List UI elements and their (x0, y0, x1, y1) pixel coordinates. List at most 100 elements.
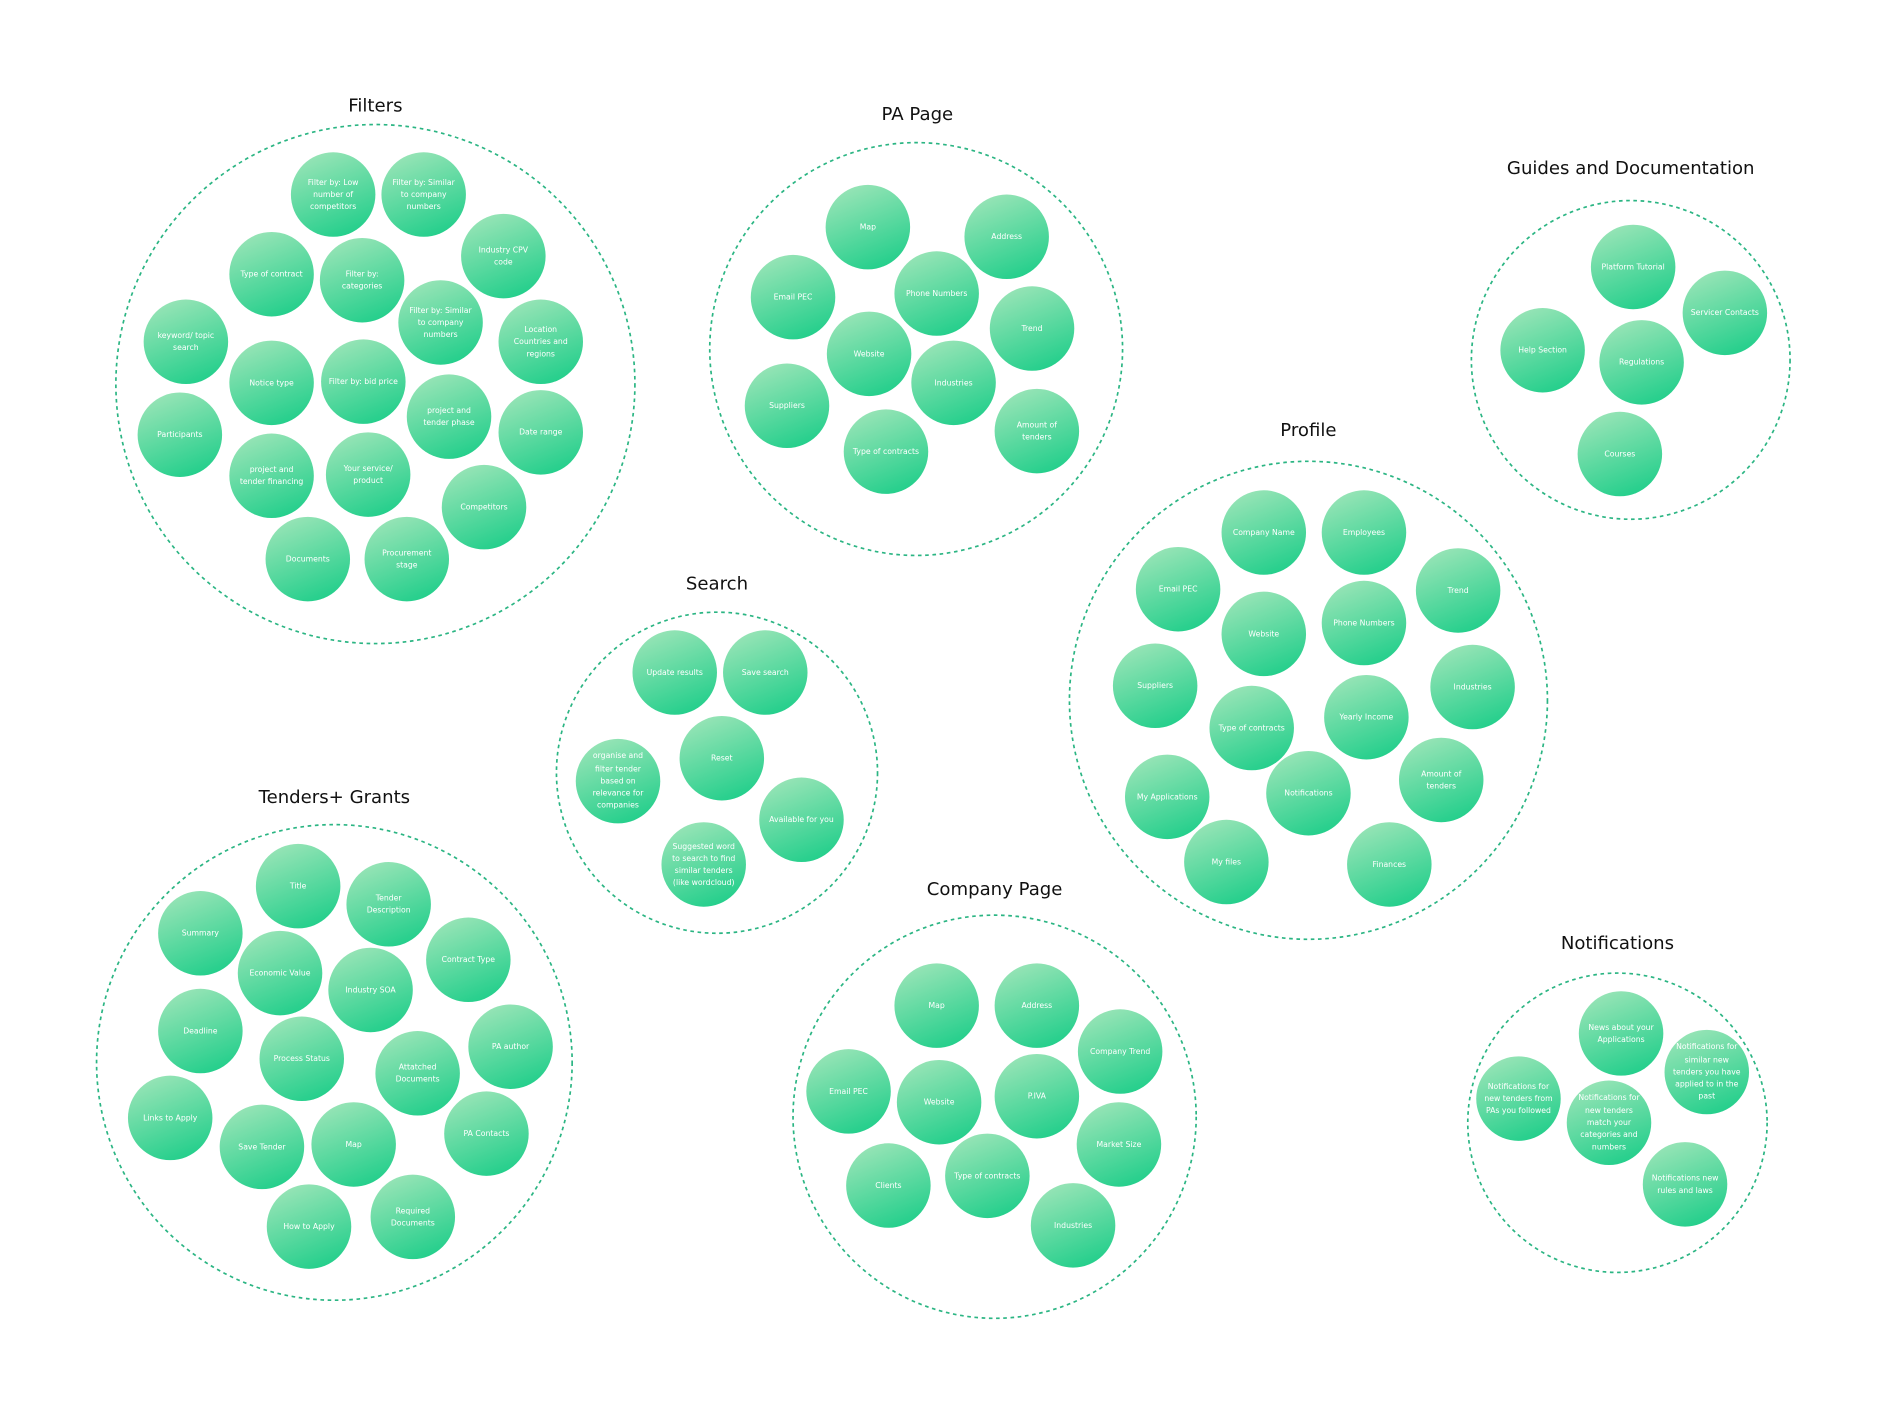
bubble-label-box: Your service/ product (343, 463, 393, 486)
bubble (498, 299, 584, 385)
bubble (441, 464, 527, 550)
bubble-label-box: News about your Applications (1588, 1022, 1654, 1045)
bubble-label: Competitors (460, 502, 508, 512)
bubble-label: PA author (491, 1041, 530, 1052)
bubble-label-box: Reset (711, 753, 733, 763)
bubble-label-box: Address (991, 231, 1023, 242)
bubble-label: Location Countries and regions (513, 324, 568, 359)
bubble-label-box: Market Size (1097, 1140, 1142, 1150)
bubble (1076, 1102, 1162, 1187)
bubble-label: Date range (519, 427, 563, 438)
bubble (1124, 754, 1210, 840)
bubble (1135, 546, 1221, 632)
bubble-label-box: PA author (491, 1041, 530, 1052)
group-title: PA Page (882, 104, 954, 125)
bubble-label: Reset (711, 753, 733, 763)
bubble-label: Amount of tenders (1421, 768, 1462, 791)
bubble-label: Deadline (183, 1026, 218, 1036)
bubble (406, 374, 492, 459)
bubble-label: Email PEC (829, 1086, 868, 1097)
bubble (1030, 1183, 1116, 1268)
bubble (1347, 822, 1432, 907)
bubble (759, 777, 844, 863)
bubble-label: Notifications new rules and laws (1651, 1173, 1719, 1196)
bubble-label-box: Courses (1604, 449, 1635, 459)
bubble-label: Address (991, 231, 1023, 242)
bubble (237, 930, 323, 1016)
bubble (319, 237, 405, 323)
bubble-label: Employees (1342, 527, 1386, 538)
bubble (806, 1049, 891, 1134)
bubble-label: Update results (646, 667, 703, 678)
bubble-label-box: Platform Tutorial (1601, 261, 1665, 272)
bubble (964, 194, 1049, 280)
bubble-label: Trend (1021, 323, 1043, 334)
bubble (426, 917, 511, 1003)
bubble-label: organise and filter tender based on rele… (592, 751, 644, 811)
group-boundary (1068, 460, 1549, 941)
bubble-label: Yearly Income (1339, 712, 1394, 722)
bubble-label-box: Location Countries and regions (513, 324, 568, 359)
bubble-label-box: Clients (875, 1181, 901, 1191)
bubble (1221, 591, 1307, 677)
bubble-label: Amount of tenders (1016, 419, 1057, 442)
bubble-label: Notifications for new tenders match your… (1578, 1093, 1640, 1153)
bubble-label: Email PEC (1158, 584, 1198, 594)
bubble-label: Your service/ product (343, 463, 393, 486)
bubble-label: News about your Applications (1588, 1022, 1654, 1045)
bubble-label: Company Name (1232, 527, 1295, 538)
bubble (894, 251, 979, 336)
bubble-label: Website (1248, 628, 1280, 639)
bubble-label: Links to Apply (143, 1112, 198, 1123)
bubble (229, 231, 314, 317)
bubble-label-box: Phone Numbers (1333, 618, 1394, 628)
bubble (1500, 308, 1585, 393)
bubble-label-box: Filter by: categories (342, 269, 382, 291)
bubble-label-box: Company Name (1232, 527, 1295, 538)
bubble-label-box: Address (1021, 1000, 1053, 1011)
bubble-label: Address (1021, 1000, 1053, 1011)
bubble (265, 516, 351, 602)
bubble-label: Company Trend (1090, 1046, 1151, 1057)
bubble (468, 1004, 553, 1089)
bubble-label-box: Filter by: Similar to company numbers (409, 305, 471, 339)
bubble-label-box: Notice type (249, 378, 293, 388)
bubble-label: Procurement stage (382, 547, 432, 570)
bubble-label: Industries (1054, 1220, 1093, 1231)
bubble (1324, 674, 1409, 760)
bubble (750, 254, 836, 340)
bubble-label: Industries (934, 377, 973, 388)
bubble-label: Platform Tutorial (1601, 261, 1665, 272)
bubble-label: Summary (181, 928, 220, 938)
bubble-label-box: Date range (519, 427, 563, 438)
bubble-label: Filter by: Low number of competitors (307, 177, 359, 212)
bubble-label-box: Notifications for new tenders from PAs y… (1484, 1081, 1552, 1115)
bubble-label-box: Available for you (769, 815, 834, 825)
bubble (311, 1102, 396, 1187)
bubble (364, 516, 450, 602)
bubble-label-box: Filter by: Low number of competitors (307, 177, 359, 212)
bubble-label: Email PEC (773, 292, 813, 302)
bubble (158, 891, 243, 976)
bubble-label: Industries (1453, 682, 1492, 692)
bubble-label-box: Contract Type (442, 955, 495, 965)
bubble-label-box: Regulations (1618, 357, 1665, 367)
bubble-label-box: Competitors (460, 502, 508, 512)
bubble-label-box: Finances (1373, 859, 1407, 869)
bubble-label-box: My files (1212, 857, 1241, 867)
bubble-label-box: Website (854, 349, 885, 359)
bubble (461, 213, 546, 299)
bubble-label-box: organise and filter tender based on rele… (592, 751, 644, 811)
bubble-label-box: Tender Description (367, 893, 411, 915)
bubble-label-box: Process Status (274, 1054, 330, 1064)
bubble-label: How to Apply (283, 1221, 335, 1232)
bubble (911, 340, 996, 426)
bubble (229, 340, 314, 426)
bubble-label-box: Industries (934, 377, 973, 388)
bubble (994, 1053, 1080, 1139)
bubble-label: Regulations (1618, 357, 1665, 367)
bubble (1321, 580, 1407, 666)
bubble-label: project and tender phase (423, 405, 475, 428)
bubble-label-box: Update results (646, 667, 703, 678)
